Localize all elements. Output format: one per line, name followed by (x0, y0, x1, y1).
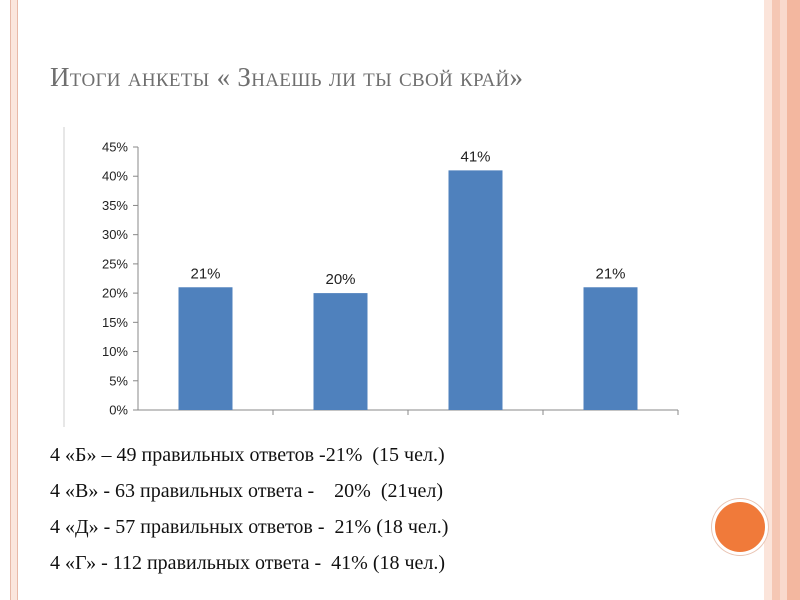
bar (313, 293, 368, 410)
bar-data-label: 21% (190, 265, 220, 282)
bar-data-label: 21% (595, 265, 625, 282)
y-tick-label: 5% (109, 373, 128, 388)
bar (448, 170, 503, 410)
decorative-circle (712, 499, 768, 555)
chart-svg: 0% 5% 10% 15% 20% 25% 30% 35% 40% 45% 21% 20% 41% 21% (63, 127, 679, 427)
y-tick-label: 35% (102, 198, 128, 213)
bar-chart: 0% 5% 10% 15% 20% 25% 30% 35% 40% 45% 21% 20% 41% 21% (62, 127, 682, 427)
bar (583, 287, 638, 410)
slide-title: Итоги анкеты « Знаешь ли ты свой край» (50, 62, 524, 92)
result-line: 4 «Г» - 112 правильных ответа - 41% (18 … (50, 552, 446, 574)
y-tick-label: 40% (102, 169, 128, 184)
bar (178, 287, 233, 410)
y-tick-label: 45% (102, 140, 128, 155)
y-tick-label: 30% (102, 227, 128, 242)
y-tick-label: 15% (102, 315, 128, 330)
bar-data-label: 41% (460, 148, 490, 165)
y-tick-label: 0% (109, 403, 128, 418)
y-tick-label: 25% (102, 256, 128, 271)
y-tick-label: 10% (102, 344, 128, 359)
result-line: 4 «Д» - 57 правильных ответов - 21% (18 … (50, 516, 449, 538)
result-line: 4 «В» - 63 правильных ответа - 20% (21че… (50, 480, 444, 502)
slide-frame-left (10, 0, 18, 600)
results-list: 4 «Б» – 49 правильных ответов -21% (15 ч… (50, 437, 448, 581)
bar-data-label: 20% (325, 271, 355, 288)
y-tick-label: 20% (102, 286, 128, 301)
result-line: 4 «Б» – 49 правильных ответов -21% (15 ч… (50, 444, 445, 466)
